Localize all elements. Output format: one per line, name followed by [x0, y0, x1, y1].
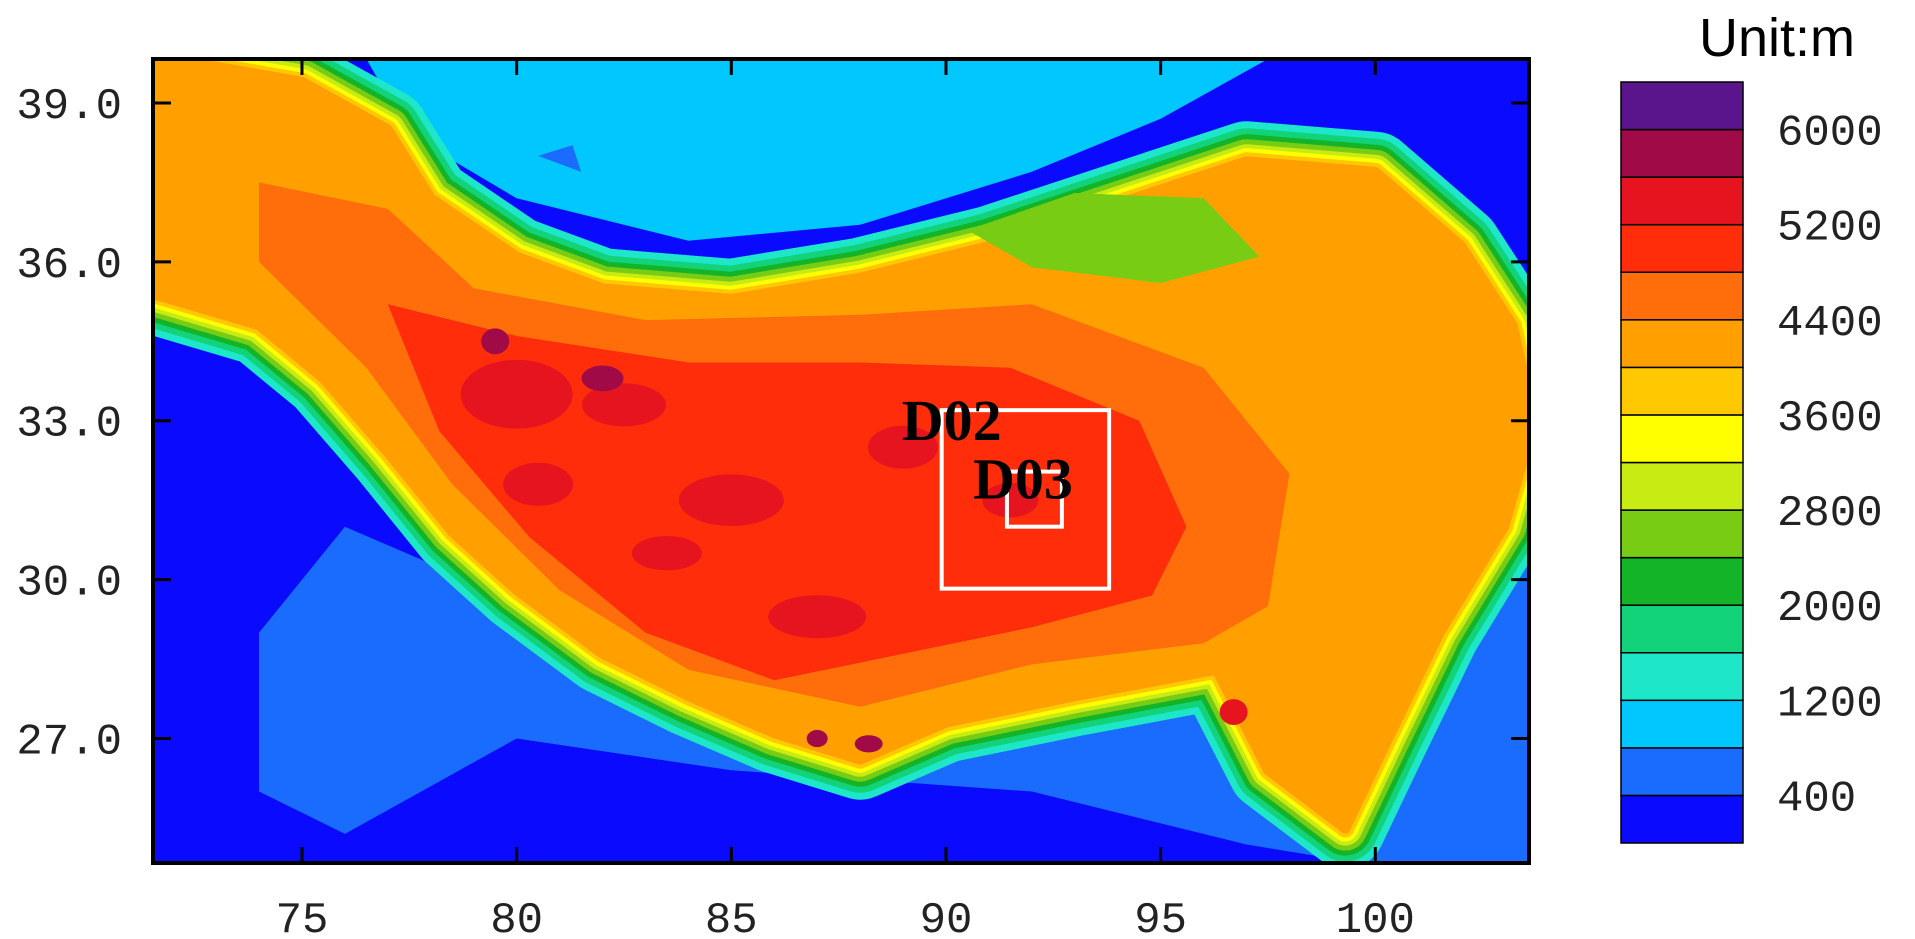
- y-tick-label: 39.0: [16, 82, 122, 132]
- colorbar-box: [1620, 366, 1744, 416]
- elevation-peak: [768, 595, 867, 639]
- elevation-summit: [854, 735, 883, 753]
- elevation-peak: [678, 474, 784, 526]
- y-tick-label: 33.0: [16, 400, 122, 450]
- domain-label: D03: [973, 447, 1073, 512]
- x-tick-label: 85: [705, 896, 758, 939]
- elevation-peak: [581, 383, 666, 427]
- colorbar-tick-label: 1200: [1777, 679, 1883, 729]
- colorbar-box: [1620, 414, 1744, 464]
- y-tick-label: 27.0: [16, 718, 122, 768]
- colorbar-box: [1620, 747, 1744, 797]
- tarim-basin: [366, 59, 1268, 241]
- colorbar-box: [1620, 461, 1744, 511]
- domain-box: [939, 408, 1112, 591]
- colorbar-tick-label: 2800: [1777, 489, 1883, 539]
- colorbar-box: [1620, 271, 1744, 321]
- colorbar-box: [1620, 128, 1744, 178]
- colorbar-box: [1620, 556, 1744, 606]
- x-tick-label: 95: [1134, 896, 1187, 939]
- elevation-peak: [631, 535, 702, 571]
- elevation-peak: [868, 425, 939, 469]
- elevation-peak: [460, 359, 573, 429]
- x-tick-label: 100: [1336, 896, 1415, 939]
- x-tick-label: 75: [276, 896, 329, 939]
- colorbar-box: [1620, 604, 1744, 654]
- colorbar-tick-label: 3600: [1777, 394, 1883, 444]
- elevation-summit: [806, 729, 828, 748]
- plot-frame: [151, 57, 1531, 865]
- colorbar-box: [1620, 699, 1744, 749]
- colorbar-box: [1620, 794, 1744, 844]
- colorbar-tick-label: 6000: [1777, 109, 1883, 159]
- elevation-peak: [503, 462, 574, 506]
- colorbar-title: Unit:m: [1699, 8, 1855, 68]
- colorbar-tick-label: 5200: [1777, 204, 1883, 254]
- y-tick-label: 36.0: [16, 241, 122, 291]
- terrain: [153, 59, 1529, 863]
- elevation-peak: [1219, 699, 1248, 725]
- domain-box: [1004, 469, 1064, 529]
- elevation-summit: [481, 328, 510, 355]
- x-tick-label: 80: [490, 896, 543, 939]
- colorbar-box: [1620, 319, 1744, 369]
- domain-label: D02: [902, 388, 1002, 453]
- colorbar-box: [1620, 176, 1744, 226]
- elevation-summit: [581, 365, 624, 392]
- elevation-peak: [982, 482, 1039, 518]
- colorbar-tick-label: 4400: [1777, 299, 1883, 349]
- x-tick-label: 90: [920, 896, 973, 939]
- qaidam-basin: [967, 193, 1260, 283]
- y-tick-label: 30.0: [16, 559, 122, 609]
- colorbar-box: [1620, 652, 1744, 702]
- colorbar-box: [1620, 509, 1744, 559]
- tarim-low: [538, 145, 581, 172]
- colorbar-box: [1620, 81, 1744, 131]
- colorbar-tick-label: 400: [1777, 774, 1856, 824]
- colorbar-box: [1620, 223, 1744, 273]
- foreland: [259, 526, 1529, 863]
- colorbar-tick-label: 2000: [1777, 584, 1883, 634]
